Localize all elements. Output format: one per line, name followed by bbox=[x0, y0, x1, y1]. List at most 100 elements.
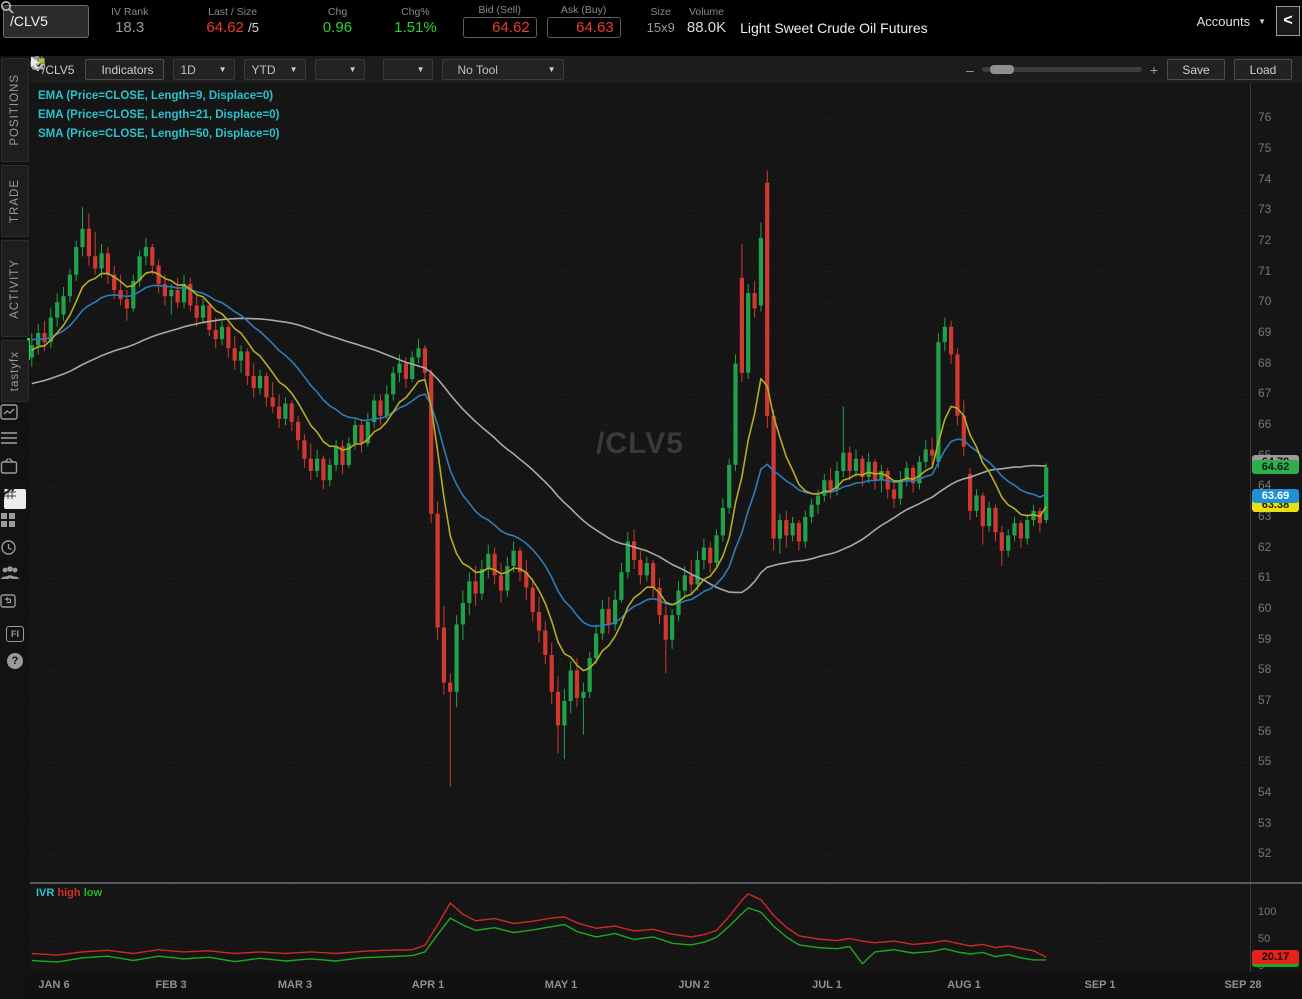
ivr-high-label: high bbox=[57, 887, 81, 899]
symbol-text: /CLV5 bbox=[10, 13, 48, 29]
price-axis-label: 69 bbox=[1258, 325, 1272, 339]
zoom-in-button[interactable]: + bbox=[1149, 61, 1158, 78]
price-axis-label: 72 bbox=[1258, 233, 1272, 247]
price-axis-label: 56 bbox=[1258, 724, 1272, 738]
load-button[interactable]: Load bbox=[1234, 59, 1292, 80]
collapse-panel-button[interactable]: < bbox=[1276, 6, 1300, 36]
save-button[interactable]: Save bbox=[1167, 59, 1225, 80]
futures-intel-icon[interactable]: FI bbox=[0, 620, 30, 647]
legend-sma50: SMA (Price=CLOSE, Length=50, Displace=0) bbox=[38, 128, 280, 140]
history-icon[interactable] bbox=[0, 539, 30, 566]
ema9-line bbox=[31, 270, 1047, 672]
chg-value: 0.96 bbox=[322, 18, 353, 36]
sidebar-tab-tastyfx[interactable]: tastyfx bbox=[1, 340, 29, 402]
price-axis-label: 54 bbox=[1258, 785, 1272, 799]
price-axis-label: 66 bbox=[1258, 417, 1272, 431]
size-value: 15x9 bbox=[646, 19, 675, 35]
price-bubble: 64.62 bbox=[1252, 460, 1299, 474]
ivr-plot bbox=[30, 884, 1250, 972]
last-size-label: Last / Size bbox=[208, 5, 258, 18]
main-chart[interactable]: EMA (Price=CLOSE, Length=9, Displace=0) … bbox=[30, 83, 1250, 882]
ema21-line bbox=[31, 284, 1047, 628]
last-size-field: Last / Size 64.62 /5 bbox=[206, 0, 259, 42]
ivr-low-line bbox=[31, 907, 1047, 965]
quote-header: /CLV5 IV Rank 18.3 Last / Size 64.62 /5 … bbox=[0, 0, 1302, 42]
price-axis[interactable]: 5253545556575859606162636465666768697071… bbox=[1250, 83, 1302, 882]
sidebar-tab-positions[interactable]: POSITIONS bbox=[1, 58, 29, 162]
ask-button[interactable]: 64.63 bbox=[546, 17, 621, 38]
ivr-high-bubble: 20.17 bbox=[1252, 950, 1299, 964]
accounts-label: Accounts bbox=[1196, 13, 1251, 29]
size-field: Size 15x9 bbox=[647, 0, 675, 42]
ivr-legend: IVR high low bbox=[36, 887, 102, 899]
ask-field: Ask (Buy) 64.63 bbox=[546, 0, 621, 42]
ivr-low-label: low bbox=[83, 887, 103, 899]
iv-rank-value: 18.3 bbox=[115, 18, 145, 36]
ivr-high-line bbox=[31, 893, 1047, 958]
help-icon[interactable]: ? bbox=[0, 647, 30, 674]
time-axis-label: FEB 3 bbox=[155, 979, 187, 991]
price-axis-label: 61 bbox=[1258, 570, 1272, 584]
price-axis-label: 73 bbox=[1258, 202, 1272, 216]
timeframe-dropdown[interactable]: 1D ▼ bbox=[172, 59, 235, 80]
ivr-label: IVR bbox=[36, 887, 55, 899]
price-axis-label: 59 bbox=[1258, 632, 1272, 646]
zoom-slider-handle[interactable] bbox=[989, 65, 1014, 74]
price-axis-label: 63 bbox=[1258, 509, 1272, 523]
charts-icon[interactable] bbox=[0, 485, 30, 512]
volume-field: Volume 88.0K bbox=[687, 0, 726, 42]
ivr-axis-label: 50 bbox=[1258, 933, 1271, 945]
price-bubble: 63.69 bbox=[1252, 489, 1299, 503]
indicators-button[interactable]: Indicators bbox=[31, 56, 164, 80]
ivr-subchart[interactable]: IVR high low bbox=[30, 884, 1250, 972]
drawing-tool-dropdown[interactable]: No Tool ▼ bbox=[31, 56, 564, 80]
chg-field: Chg 0.96 bbox=[323, 0, 352, 42]
price-axis-label: 64 bbox=[1258, 478, 1272, 492]
watchlist-icon[interactable] bbox=[0, 431, 30, 458]
chevron-down-icon: ▼ bbox=[289, 65, 298, 74]
traders-icon[interactable] bbox=[0, 566, 30, 593]
timeframe-value: 1D bbox=[180, 62, 196, 77]
price-axis-label: 57 bbox=[1258, 693, 1272, 707]
price-axis-label: 71 bbox=[1258, 264, 1272, 278]
toolbar-symbol: /CLV5 bbox=[42, 62, 75, 77]
chart-type-dropdown[interactable]: ▼ bbox=[31, 56, 365, 80]
indicator-legend: EMA (Price=CLOSE, Length=9, Displace=0) … bbox=[38, 87, 279, 144]
instrument-name: Light Sweet Crude Oil Futures bbox=[740, 20, 928, 36]
ivr-axis-label: 100 bbox=[1258, 906, 1277, 918]
price-axis-label: 52 bbox=[1258, 846, 1272, 860]
chevron-down-icon: ▼ bbox=[416, 65, 425, 74]
time-axis-label: SEP 28 bbox=[1224, 979, 1262, 991]
price-axis-label: 60 bbox=[1258, 601, 1272, 615]
symbol-search-box[interactable]: /CLV5 bbox=[1, 1, 89, 38]
tv-icon[interactable] bbox=[0, 458, 30, 485]
replay-icon[interactable] bbox=[0, 593, 30, 620]
time-axis[interactable]: JAN 6 FEB 3 MAR 3 APR 1 MAY 1 JUN 2 JUL 1 AUG 1… bbox=[30, 972, 1302, 999]
accounts-menu[interactable]: Accounts ▼ bbox=[1197, 14, 1266, 29]
time-axis-label: JAN 6 bbox=[38, 979, 70, 991]
price-axis-label: 55 bbox=[1258, 754, 1272, 768]
zoom-control: – + bbox=[966, 62, 1158, 78]
grid-apps-icon[interactable] bbox=[0, 512, 30, 539]
zoom-out-button[interactable]: – bbox=[966, 61, 974, 78]
price-axis-label: 74 bbox=[1258, 172, 1272, 186]
layout-globe-dropdown[interactable]: ▼ bbox=[30, 56, 433, 80]
range-dropdown[interactable]: YTD ▼ bbox=[243, 59, 306, 80]
quote-board-icon[interactable] bbox=[0, 404, 30, 431]
chevron-down-icon: ▼ bbox=[348, 65, 357, 74]
bid-button[interactable]: 64.62 bbox=[462, 17, 537, 38]
pane-divider[interactable] bbox=[30, 882, 1302, 884]
price-axis-label: 70 bbox=[1258, 294, 1272, 308]
ivr-axis[interactable]: 10050020.17 bbox=[1250, 884, 1302, 972]
zoom-slider[interactable] bbox=[981, 65, 1142, 74]
volume-value: 88.0K bbox=[686, 18, 727, 36]
sidebar-tab-trade[interactable]: TRADE bbox=[1, 165, 29, 237]
bid-field: Bid (Sell) 64.62 bbox=[462, 0, 537, 42]
indicators-label: Indicators bbox=[101, 62, 154, 77]
sidebar-tab-activity[interactable]: ACTIVITY bbox=[1, 240, 29, 337]
iv-rank-field: IV Rank 18.3 bbox=[111, 0, 148, 42]
chg-pct-field: Chg% 1.51% bbox=[394, 0, 437, 42]
price-axis-label: 68 bbox=[1258, 356, 1272, 370]
volume-label: Volume bbox=[688, 5, 724, 18]
chg-pct-label: Chg% bbox=[401, 5, 430, 18]
